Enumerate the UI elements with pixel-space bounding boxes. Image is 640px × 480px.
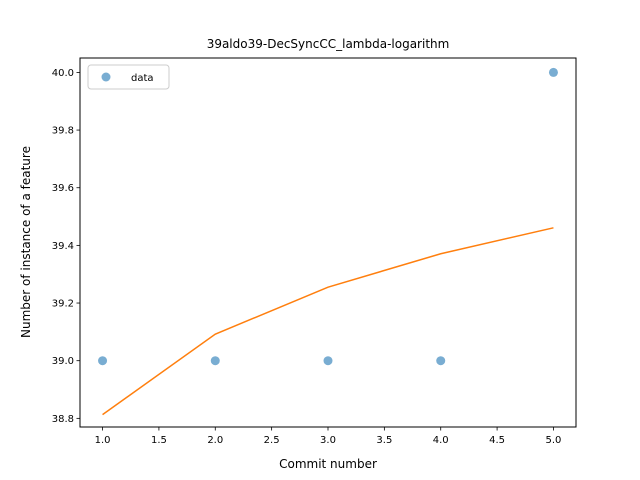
y-axis: 38.8 39.0 39.2 39.4 39.6 39.8 40.0 bbox=[52, 68, 80, 425]
x-tick-label: 1.0 bbox=[95, 435, 111, 446]
y-tick-label: 39.6 bbox=[52, 183, 74, 194]
plot-area bbox=[98, 67, 558, 416]
x-tick-label: 1.5 bbox=[151, 435, 167, 446]
x-tick-label: 2.5 bbox=[264, 435, 280, 446]
x-tick-label: 4.0 bbox=[433, 435, 449, 446]
chart-title: 39aldo39-DecSyncCC_lambda-logarithm bbox=[207, 37, 450, 51]
y-tick-label: 38.8 bbox=[52, 414, 74, 425]
data-point bbox=[98, 356, 108, 366]
y-tick-label: 39.0 bbox=[52, 356, 74, 367]
y-tick-label: 40.0 bbox=[52, 68, 74, 79]
x-tick-label: 3.5 bbox=[376, 435, 392, 446]
legend-box bbox=[87, 64, 170, 90]
x-axis-label: Commit number bbox=[279, 457, 377, 471]
legend-marker-data bbox=[101, 72, 111, 82]
y-tick-label: 39.4 bbox=[52, 241, 74, 252]
legend: data bbox=[87, 64, 170, 90]
fit-line bbox=[102, 227, 554, 416]
data-point bbox=[210, 356, 220, 366]
y-tick-label: 39.2 bbox=[52, 299, 74, 310]
data-point bbox=[323, 356, 333, 366]
x-tick-label: 2.0 bbox=[207, 435, 223, 446]
y-axis-label: Number of instance of a feature bbox=[19, 146, 33, 338]
legend-label-data: data bbox=[131, 73, 154, 84]
x-tick-label: 5.0 bbox=[546, 435, 562, 446]
x-tick-label: 3.0 bbox=[320, 435, 336, 446]
y-tick-label: 39.8 bbox=[52, 126, 74, 137]
data-point bbox=[548, 67, 558, 77]
plot-frame bbox=[79, 57, 577, 428]
data-point bbox=[436, 356, 446, 366]
x-tick-label: 4.5 bbox=[489, 435, 505, 446]
x-axis: 1.0 1.5 2.0 2.5 3.0 3.5 4.0 4.5 5.0 bbox=[95, 427, 562, 446]
